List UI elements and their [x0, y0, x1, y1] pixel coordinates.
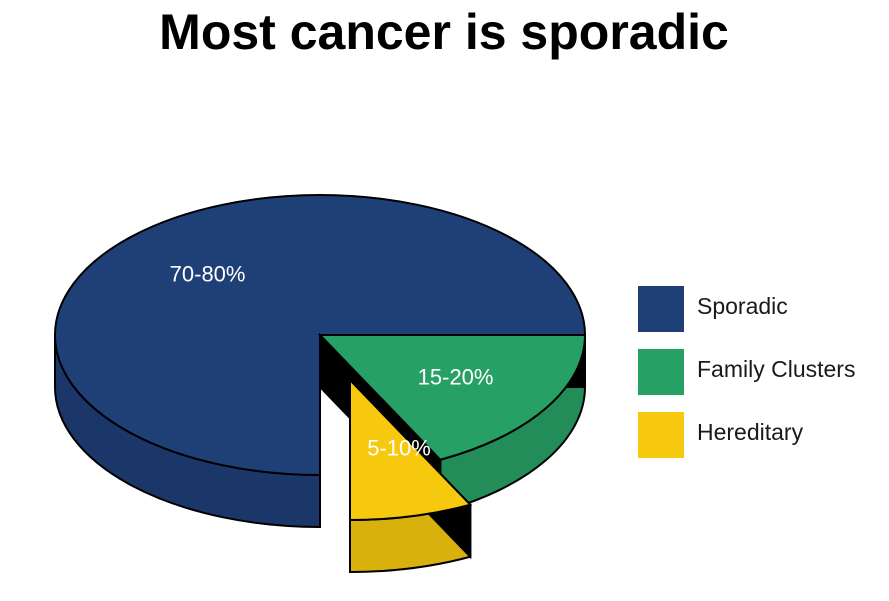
legend-swatch — [638, 349, 684, 395]
value-label: 5-10% — [367, 436, 431, 461]
legend-label: Sporadic — [697, 293, 788, 319]
slice-top — [349, 377, 473, 522]
legend-swatch — [638, 286, 684, 332]
legend-label: Hereditary — [697, 419, 804, 445]
slice: 5-10% — [349, 377, 473, 574]
legend-label: Family Clusters — [697, 356, 855, 382]
value-label: 15-20% — [418, 365, 494, 390]
value-label: 70-80% — [170, 261, 246, 286]
chart-title: Most cancer is sporadic — [159, 4, 729, 60]
legend-swatch — [638, 412, 684, 458]
slice-top — [317, 334, 587, 461]
